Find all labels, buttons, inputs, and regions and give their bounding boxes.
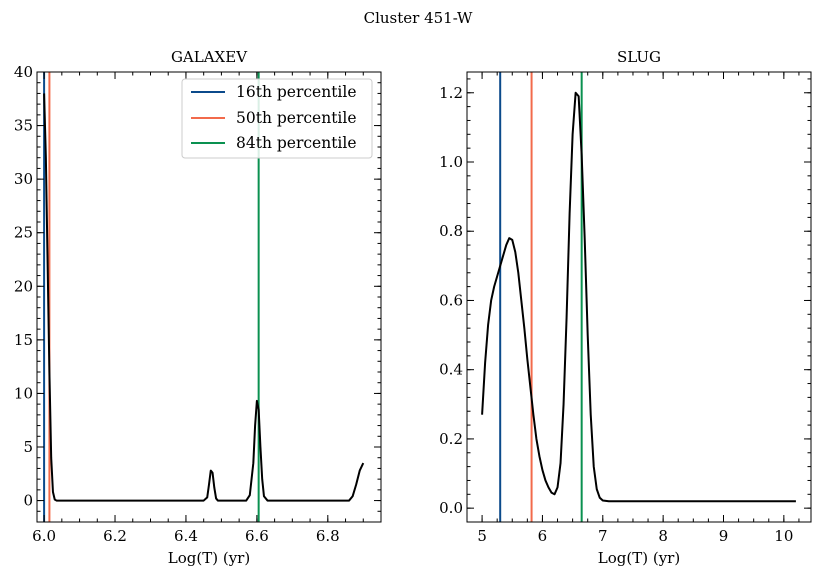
galaxev-ytick-label: 35 bbox=[14, 117, 33, 135]
legend: 16th percentile 50th percentile 84th per… bbox=[181, 78, 373, 159]
figure-title: Cluster 451-W bbox=[364, 9, 473, 27]
slug-ytick-label: 0.2 bbox=[439, 430, 463, 448]
slug-xtick-label: 7 bbox=[598, 527, 608, 545]
legend-box bbox=[181, 78, 373, 159]
galaxev-ytick-label: 40 bbox=[14, 63, 33, 81]
galaxev-xtick-label: 6.4 bbox=[174, 527, 198, 545]
galaxev-ytick-label: 15 bbox=[14, 331, 33, 349]
slug-xtick-label: 10 bbox=[774, 527, 793, 545]
slug-xtick-label: 5 bbox=[477, 527, 487, 545]
slug-ytick-label: 0.6 bbox=[439, 291, 463, 309]
slug-title: SLUG bbox=[617, 48, 661, 66]
slug-ytick-label: 0.8 bbox=[439, 222, 463, 240]
galaxev-ytick-label: 0 bbox=[23, 492, 33, 510]
galaxev-xtick-label: 6.8 bbox=[316, 527, 340, 545]
slug-xtick-label: 8 bbox=[658, 527, 668, 545]
galaxev-xtick-label: 6.0 bbox=[32, 527, 56, 545]
slug-plot-frame bbox=[466, 71, 812, 523]
galaxev-ytick-label: 10 bbox=[14, 384, 33, 402]
galaxev-xlabel: Log(T) (yr) bbox=[168, 549, 250, 567]
slug-ytick-label: 1.0 bbox=[439, 153, 463, 171]
galaxev-xtick-label: 6.6 bbox=[245, 527, 269, 545]
galaxev-xtick-label: 6.2 bbox=[103, 527, 127, 545]
galaxev-ytick-label: 30 bbox=[14, 170, 33, 188]
slug-panel: SLUG 5 6 7 8 9 10 0.0 0.2 0.4 0.6 0.8 1.0 1.2 Log(T)… bbox=[439, 48, 812, 567]
slug-xtick-label: 6 bbox=[538, 527, 548, 545]
legend-label-p50: 50th percentile bbox=[236, 109, 357, 127]
galaxev-ytick-label: 5 bbox=[23, 438, 33, 456]
galaxev-ytick-label: 20 bbox=[14, 277, 33, 295]
galaxev-title: GALAXEV bbox=[171, 48, 248, 66]
galaxev-series-line bbox=[43, 93, 365, 502]
slug-xtick-label: 9 bbox=[719, 527, 729, 545]
slug-ytick-label: 0.4 bbox=[439, 361, 463, 379]
legend-label-p84: 84th percentile bbox=[236, 134, 357, 152]
slug-series-line bbox=[481, 91, 796, 503]
slug-xlabel: Log(T) (yr) bbox=[598, 549, 680, 567]
legend-label-p16: 16th percentile bbox=[236, 83, 357, 101]
slug-ytick-label: 0.0 bbox=[439, 499, 463, 517]
galaxev-ytick-label: 25 bbox=[14, 224, 33, 242]
galaxev-panel: GALAXEV 6.0 6.2 6.4 6.6 6.80510152025303540 … bbox=[14, 48, 382, 567]
slug-ytick-label: 1.2 bbox=[439, 84, 463, 102]
